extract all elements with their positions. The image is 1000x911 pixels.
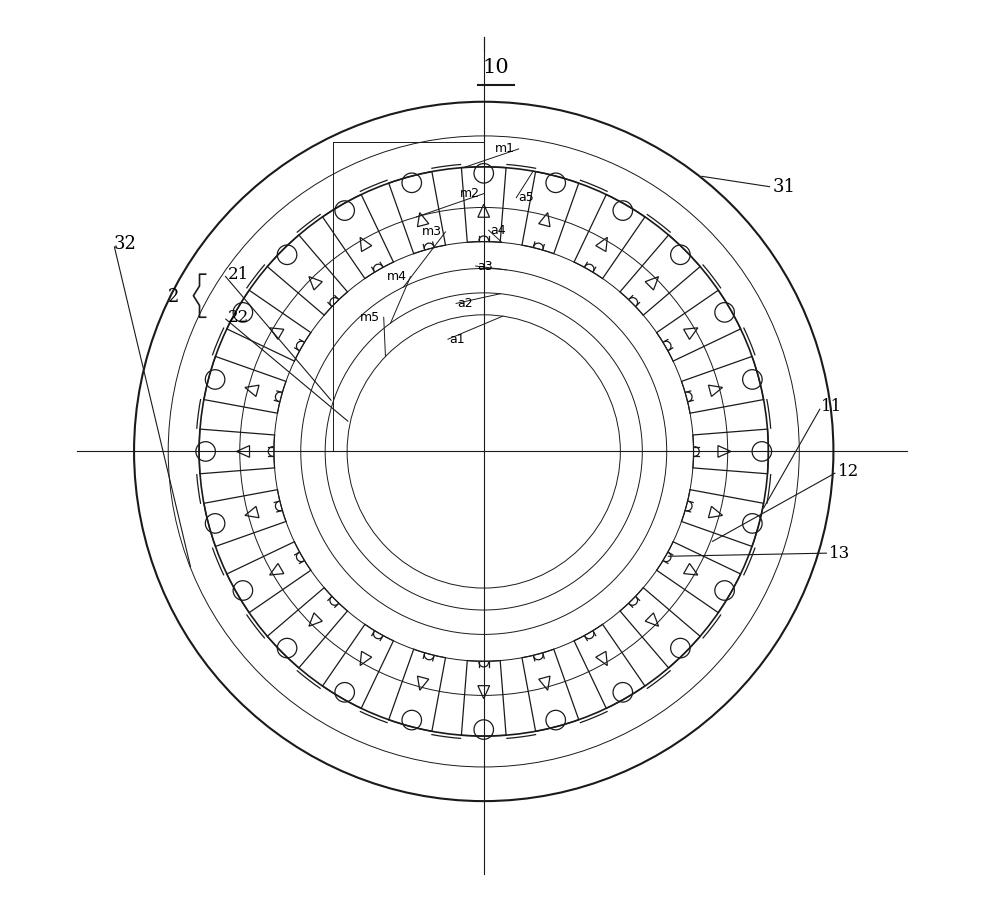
Text: a4: a4 [490,224,506,237]
Text: 31: 31 [772,179,795,196]
Text: m5: m5 [360,311,380,323]
Text: 32: 32 [114,235,137,253]
Text: 22: 22 [228,309,249,326]
Text: a5: a5 [518,191,534,204]
Text: 11: 11 [821,398,842,415]
Text: 10: 10 [483,58,509,77]
Text: m1: m1 [495,142,515,156]
Text: 12: 12 [837,464,859,480]
Text: 21: 21 [228,266,249,282]
Text: 2: 2 [167,288,179,306]
Text: m4: m4 [386,270,406,283]
Text: m2: m2 [460,187,480,200]
Text: a3: a3 [477,260,493,272]
Text: a2: a2 [458,297,473,310]
Text: 13: 13 [829,545,851,561]
Text: a1: a1 [450,333,465,345]
Text: m3: m3 [421,225,441,239]
